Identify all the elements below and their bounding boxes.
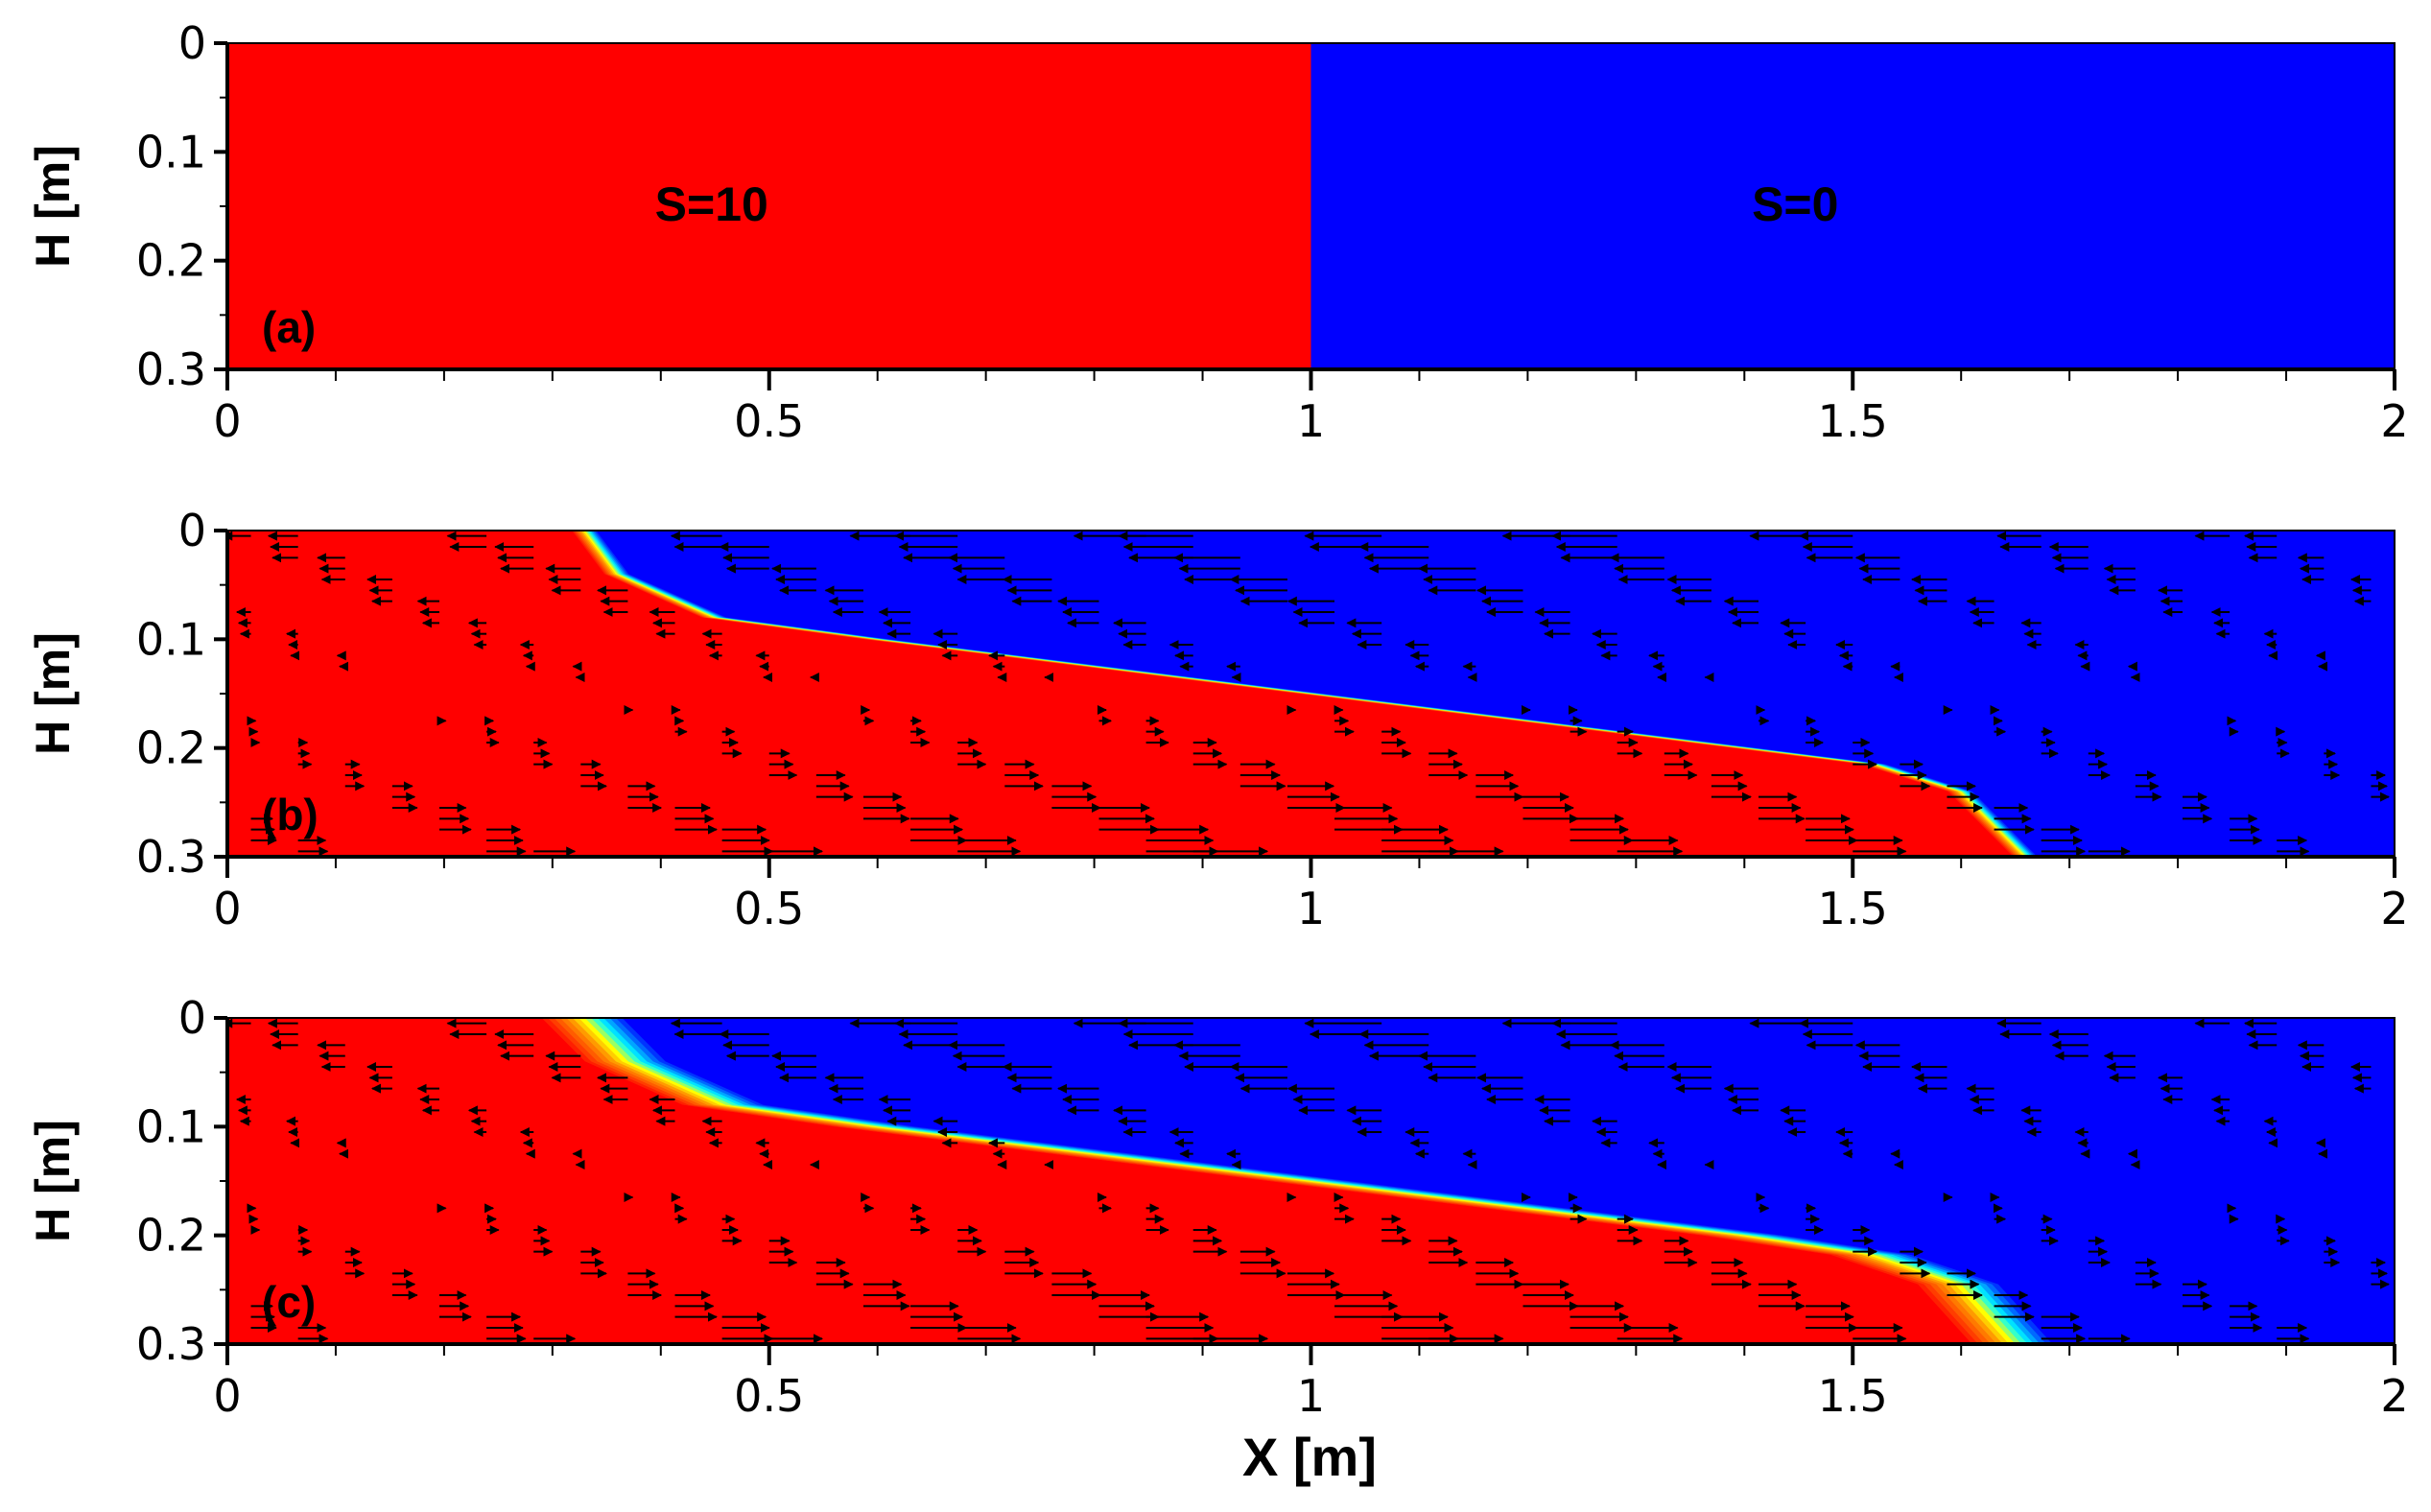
x-tick-label: 2 <box>2380 883 2408 934</box>
plot-area <box>227 43 2395 369</box>
x-tick-label: 0.5 <box>734 1370 804 1422</box>
y-tick-label: 0.2 <box>136 1210 206 1262</box>
y-axis-label: H [m] <box>26 145 80 268</box>
x-tick-label: 0.5 <box>734 883 804 934</box>
region-1 <box>1310 43 2395 369</box>
x-tick-label: 1.5 <box>1818 1370 1888 1422</box>
x-tick-label: 1 <box>1297 395 1325 447</box>
y-tick-label: 0.1 <box>136 613 206 665</box>
x-tick-label: 1 <box>1297 1370 1325 1422</box>
x-tick-label: 0 <box>213 1370 241 1422</box>
region-label: S=0 <box>1752 177 1838 231</box>
y-tick-label: 0 <box>178 992 206 1044</box>
y-axis-label: H [m] <box>26 632 80 755</box>
y-tick-label: 0.1 <box>136 1100 206 1152</box>
y-tick-label: 0.3 <box>136 831 206 883</box>
x-tick-label: 1.5 <box>1818 883 1888 934</box>
x-tick-label: 2 <box>2380 395 2408 447</box>
plot-area <box>227 1018 2395 1344</box>
region-0 <box>227 43 1311 369</box>
y-tick-label: 0.1 <box>136 126 206 177</box>
x-tick-label: 1 <box>1297 883 1325 934</box>
velocity-vectors <box>227 531 2390 857</box>
panel-tag: (c) <box>262 1277 316 1327</box>
x-tick-label: 1.5 <box>1818 395 1888 447</box>
panel-1: 0 0.5 1 1.5 2 0 0.1 0.2 0.3 H [m] (b) <box>26 505 2409 934</box>
y-tick-label: 0.3 <box>136 343 206 395</box>
panel-0: 0 0.5 1 1.5 2 0 0.1 0.2 0.3 H [m] (a) S=10 S=0 <box>26 17 2409 447</box>
panel-tag: (b) <box>262 790 319 839</box>
y-tick-label: 0.3 <box>136 1318 206 1370</box>
panel-2: 0 0.5 1 1.5 2 0 0.1 0.2 0.3 H [m] (c) <box>26 992 2409 1422</box>
y-tick-label: 0.2 <box>136 722 206 774</box>
region-label: S=10 <box>655 177 768 231</box>
y-axis-label: H [m] <box>26 1120 80 1242</box>
x-tick-label: 0 <box>213 883 241 934</box>
x-tick-label: 0.5 <box>734 395 804 447</box>
velocity-vectors <box>227 1018 2390 1344</box>
x-tick-label: 2 <box>2380 1370 2408 1422</box>
y-tick-label: 0 <box>178 17 206 69</box>
x-axis-label: X [m] <box>1242 1427 1377 1487</box>
plot-area <box>227 531 2395 857</box>
y-tick-label: 0 <box>178 505 206 556</box>
panel-tag: (a) <box>262 302 316 352</box>
x-tick-label: 0 <box>213 395 241 447</box>
y-tick-label: 0.2 <box>136 235 206 287</box>
